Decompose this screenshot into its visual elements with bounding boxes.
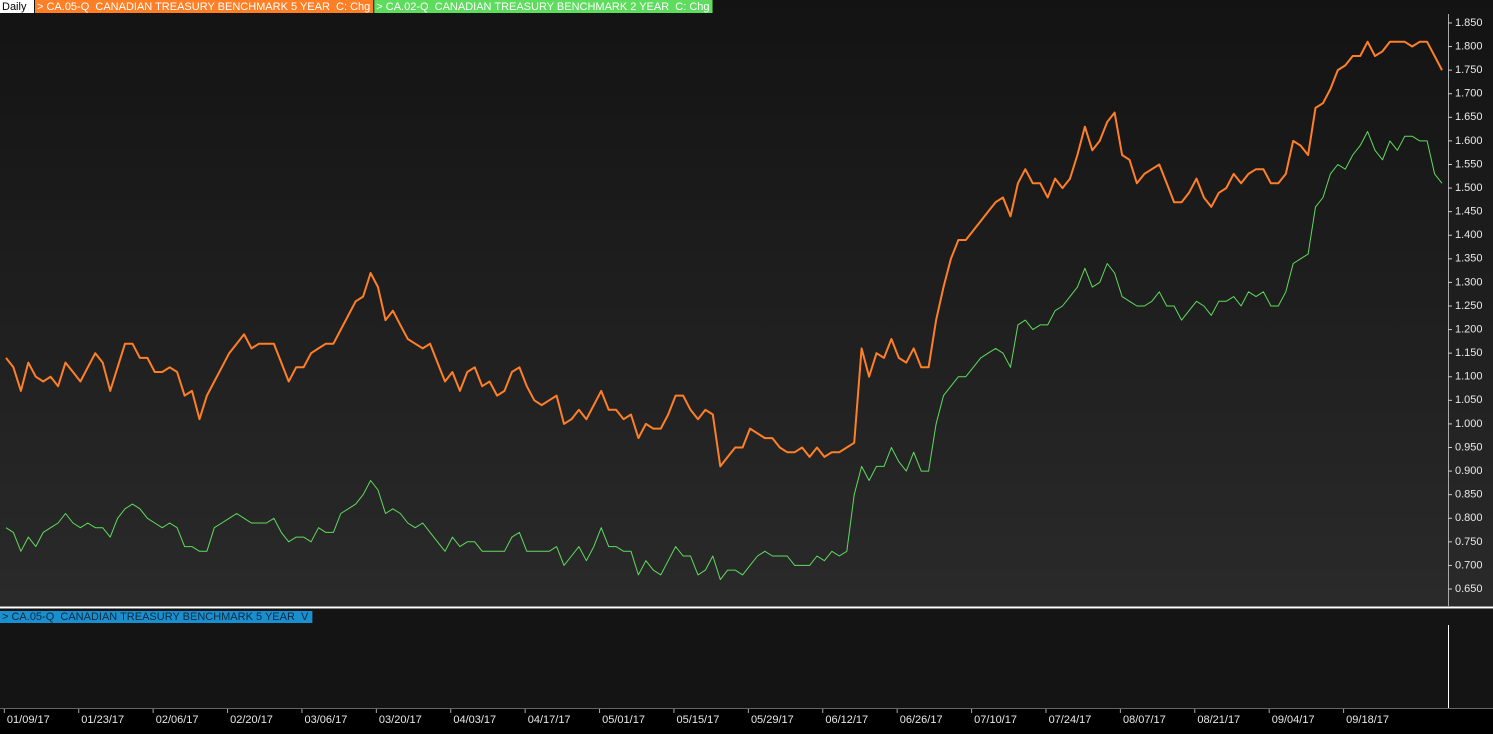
x-tick-label: 01/09/17 [7,714,50,726]
x-tick-label: 03/06/17 [305,714,348,726]
y-tick-label: 0.900 [1455,465,1483,477]
x-tick-label: 07/10/17 [974,714,1017,726]
x-tick-label: 01/23/17 [81,714,124,726]
y-tick-label: 1.650 [1455,111,1483,123]
y-tick-label: 0.700 [1455,559,1483,571]
y-tick-label: 0.800 [1455,512,1483,524]
lower-panel-tab[interactable] [0,611,313,623]
lower-panel [0,609,1493,708]
x-tick-label: 09/04/17 [1272,714,1315,726]
x-tick-label: 04/17/17 [528,714,571,726]
y-tick-label: 1.300 [1455,276,1483,288]
y-tick-label: 1.350 [1455,253,1483,265]
y-tick-label: 1.750 [1455,64,1483,76]
y-tick-label: 1.150 [1455,347,1483,359]
y-tick-label: 0.750 [1455,536,1483,548]
y-tick-label: 1.550 [1455,158,1483,170]
legend-tab[interactable] [35,0,374,13]
y-tick-label: 0.650 [1455,583,1483,595]
y-tick-label: 1.100 [1455,371,1483,383]
x-tick-label: 03/20/17 [379,714,422,726]
y-tick-label: 1.800 [1455,40,1483,52]
legend-label: > CA.05-Q CANADIAN TREASURY BENCHMARK 5 … [37,1,370,13]
x-tick-label: 08/07/17 [1123,714,1166,726]
legend-tab[interactable] [374,0,713,13]
y-tick-label: 1.500 [1455,182,1483,194]
price-panel [0,0,1493,607]
y-tick-label: 1.700 [1455,88,1483,100]
x-axis-strip [0,708,1493,734]
y-tick-label: 0.950 [1455,441,1483,453]
y-tick-label: 1.250 [1455,300,1483,312]
x-tick-label: 06/12/17 [825,714,868,726]
y-tick-label: 1.050 [1455,394,1483,406]
x-tick-label: 08/21/17 [1197,714,1240,726]
y-tick-label: 1.850 [1455,17,1483,29]
y-tick-label: 1.000 [1455,418,1483,430]
legend-label: > CA.02-Q CANADIAN TREASURY BENCHMARK 2 … [376,1,709,13]
x-tick-label: 05/01/17 [602,714,645,726]
x-tick-label: 02/20/17 [230,714,273,726]
y-tick-label: 1.400 [1455,229,1483,241]
x-tick-label: 06/26/17 [900,714,943,726]
x-tick-label: 05/29/17 [751,714,794,726]
series-line [5,40,1443,468]
period-tab[interactable] [0,0,34,13]
series-line [5,131,1443,581]
y-tick-label: 1.200 [1455,323,1483,335]
x-tick-label: 09/18/17 [1346,714,1389,726]
x-tick-label: 07/24/17 [1049,714,1092,726]
x-tick-label: 02/06/17 [156,714,199,726]
y-tick-label: 1.450 [1455,206,1483,218]
lower-panel-label: > CA.05-Q CANADIAN TREASURY BENCHMARK 5 … [2,611,309,623]
y-tick-label: 1.600 [1455,135,1483,147]
y-tick-label: 0.850 [1455,489,1483,501]
x-tick-label: 04/03/17 [453,714,496,726]
period-label: Daily [2,1,27,13]
x-tick-label: 05/15/17 [677,714,720,726]
